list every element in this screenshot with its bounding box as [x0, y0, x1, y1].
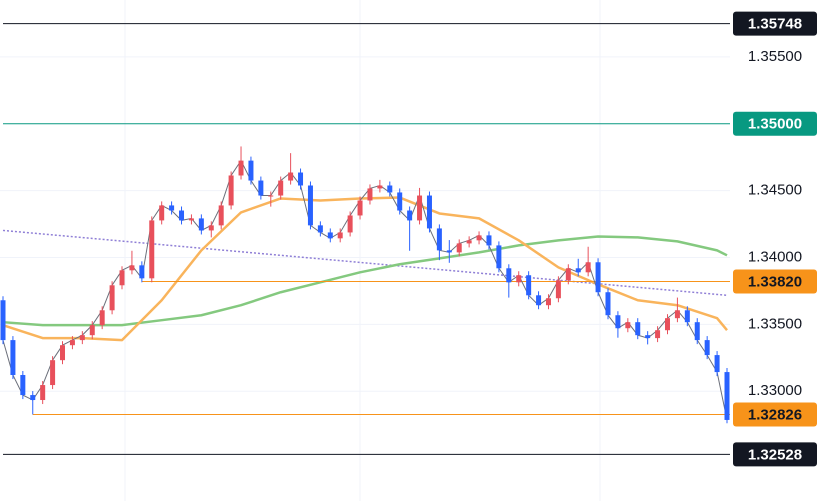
y-tick-label: 1.34500 — [748, 182, 802, 199]
candle-body — [714, 355, 720, 373]
candle-body — [436, 228, 442, 251]
y-tick-label: 1.33500 — [748, 315, 802, 332]
candle-body — [109, 285, 115, 311]
candle-body — [188, 218, 194, 221]
candle-body — [99, 310, 105, 326]
candle-body — [655, 330, 661, 339]
candle-body — [417, 195, 423, 221]
price-badge-label: 1.35748 — [748, 16, 802, 33]
candle-body — [139, 265, 145, 279]
candle-body — [377, 185, 383, 189]
price-badge — [733, 442, 817, 467]
indicator-line — [2, 196, 728, 342]
candle-body — [565, 268, 571, 281]
candle-body — [595, 262, 601, 293]
candle-body — [288, 172, 294, 181]
candle-body — [268, 195, 274, 197]
candle-body — [208, 225, 214, 231]
candle-body — [40, 385, 46, 401]
candle-body — [218, 205, 224, 226]
candle-body — [724, 372, 730, 420]
price-badge — [733, 269, 817, 294]
candle-body — [129, 265, 135, 271]
candle-body — [357, 200, 363, 216]
candle-body — [387, 185, 393, 193]
price-badge — [733, 11, 817, 36]
candle-body — [89, 325, 95, 336]
candle-body — [605, 292, 611, 316]
candle-body — [337, 232, 343, 239]
candle-body — [615, 315, 621, 329]
candle-body — [298, 172, 304, 186]
candle-body — [506, 268, 512, 283]
candle-body — [496, 245, 502, 269]
price-badge-label: 1.32528 — [748, 446, 802, 463]
candle-body — [79, 335, 85, 341]
candle-body — [625, 322, 631, 329]
candle-body — [585, 262, 591, 273]
candle-body — [119, 270, 125, 286]
candle-body — [69, 340, 75, 346]
candle-body — [397, 192, 403, 211]
candle-body — [446, 250, 452, 253]
candle-body — [159, 205, 165, 221]
candle-body — [60, 345, 66, 361]
candle-body — [545, 298, 551, 306]
candle-body — [645, 335, 651, 339]
price-badge — [733, 402, 817, 427]
price-badge — [733, 111, 817, 136]
candle-body — [347, 215, 353, 233]
candle-body — [307, 185, 313, 226]
indicator-line — [2, 235, 728, 327]
candle-body — [536, 295, 542, 306]
candle-body — [10, 340, 16, 376]
candle-body — [238, 160, 244, 176]
candle-body — [0, 300, 6, 341]
candle-body — [20, 375, 26, 396]
candle-body — [198, 218, 204, 231]
candle-body — [664, 318, 670, 331]
candle-body — [466, 240, 472, 244]
candle-body — [30, 395, 36, 401]
candle-body — [684, 310, 690, 323]
candle-body — [704, 340, 710, 356]
candle-body — [317, 225, 323, 233]
price-badge-label: 1.35000 — [748, 116, 802, 133]
candle-body — [486, 235, 492, 246]
candle-body — [456, 243, 462, 253]
candle-body — [526, 275, 532, 296]
candle-body — [278, 180, 284, 196]
candle-body — [179, 210, 185, 221]
price-badge-label: 1.32826 — [748, 406, 802, 423]
candle-body — [149, 220, 155, 279]
y-tick-label: 1.33000 — [748, 382, 802, 399]
indicator-line — [2, 229, 728, 297]
candle-body — [50, 360, 56, 386]
candle-body — [248, 160, 254, 181]
price-badge-label: 1.33820 — [748, 273, 802, 290]
candle-body — [426, 195, 432, 229]
candle-body — [516, 275, 522, 283]
candle-body — [367, 188, 373, 201]
y-tick-label: 1.34000 — [748, 248, 802, 265]
candle-body — [694, 322, 700, 341]
candle-body — [228, 175, 234, 206]
y-tick-label: 1.35500 — [748, 48, 802, 65]
candle-body — [555, 280, 561, 299]
candle-body — [407, 210, 413, 221]
candle-body — [476, 235, 482, 241]
candle-body — [635, 322, 641, 336]
candle-body — [327, 232, 333, 239]
candle-body — [674, 310, 680, 319]
candle-body — [169, 205, 175, 211]
candle-body — [258, 180, 264, 196]
candle-body — [575, 268, 581, 273]
